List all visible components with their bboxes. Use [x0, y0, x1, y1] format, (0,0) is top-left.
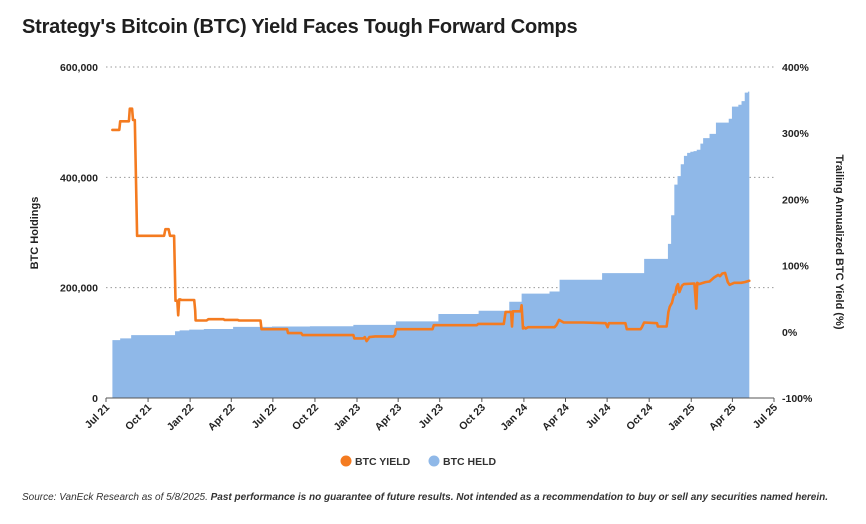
- legend-label-yield: BTC YIELD: [355, 456, 411, 468]
- legend: BTC YIELD BTC HELD: [340, 455, 496, 468]
- y-right-tick-label: 200%: [782, 194, 810, 206]
- x-tick-label: Jul 25: [751, 402, 781, 432]
- y-left-tick-label: 400,000: [60, 172, 98, 184]
- y-right-tick-label: -100%: [782, 393, 813, 405]
- x-tick-label: Jan 23: [332, 402, 364, 434]
- y-right-tick-label: 300%: [782, 128, 810, 140]
- y-left-tick-label: 600,000: [60, 62, 98, 74]
- x-tick-label: Oct 22: [290, 402, 321, 433]
- x-tick-label: Jul 24: [584, 402, 614, 432]
- x-tick-label: Oct 21: [123, 402, 154, 433]
- btc-yield-line-path: [111, 107, 751, 343]
- x-tick-label: Apr 25: [707, 402, 739, 434]
- x-tick-label: Jul 23: [416, 402, 446, 432]
- y-right-tick-label: 100%: [782, 261, 810, 273]
- y-right-tick-label: 0%: [782, 327, 798, 339]
- y-axis-right-label: Trailing Annualized BTC Yield (%): [833, 155, 845, 330]
- legend-label-held: BTC HELD: [443, 456, 496, 468]
- btc-held-area-path: [112, 91, 750, 398]
- btc-yield-line: [111, 107, 751, 343]
- legend-swatch-held: [428, 455, 440, 467]
- source-prefix: Source: VanEck Research as of 5/8/2025.: [22, 492, 211, 503]
- source-note: Source: VanEck Research as of 5/8/2025. …: [22, 492, 852, 503]
- x-tick-label: Jul 22: [249, 402, 279, 432]
- x-tick-label: Oct 23: [457, 402, 488, 433]
- x-tick-label: Jan 24: [498, 402, 530, 434]
- x-tick-label: Jul 21: [83, 402, 113, 432]
- gridlines: [106, 66, 774, 289]
- btc-held-area: [112, 91, 750, 398]
- y-axis-left-label: BTC Holdings: [29, 197, 41, 270]
- y-left-tick-label: 200,000: [60, 283, 98, 295]
- y-left-tick-label: 0: [92, 393, 98, 405]
- x-tick-label: Apr 22: [206, 402, 238, 434]
- x-tick-label: Apr 24: [540, 402, 572, 434]
- x-tick-label: Jan 25: [666, 402, 698, 434]
- y-right-tick-label: 400%: [782, 62, 810, 74]
- source-disclaimer: Past performance is no guarantee of futu…: [210, 492, 829, 503]
- x-tick-label: Jan 22: [165, 402, 197, 434]
- x-tick-label: Apr 23: [373, 402, 405, 434]
- chart-title: Strategy's Bitcoin (BTC) Yield Faces Tou…: [22, 16, 578, 38]
- chart-svg: 0 200,000 400,000 600,000 -100% 0% 100% 200% 300…: [29, 62, 845, 468]
- x-tick-label: Oct 24: [624, 402, 655, 433]
- legend-swatch-yield: [340, 455, 352, 467]
